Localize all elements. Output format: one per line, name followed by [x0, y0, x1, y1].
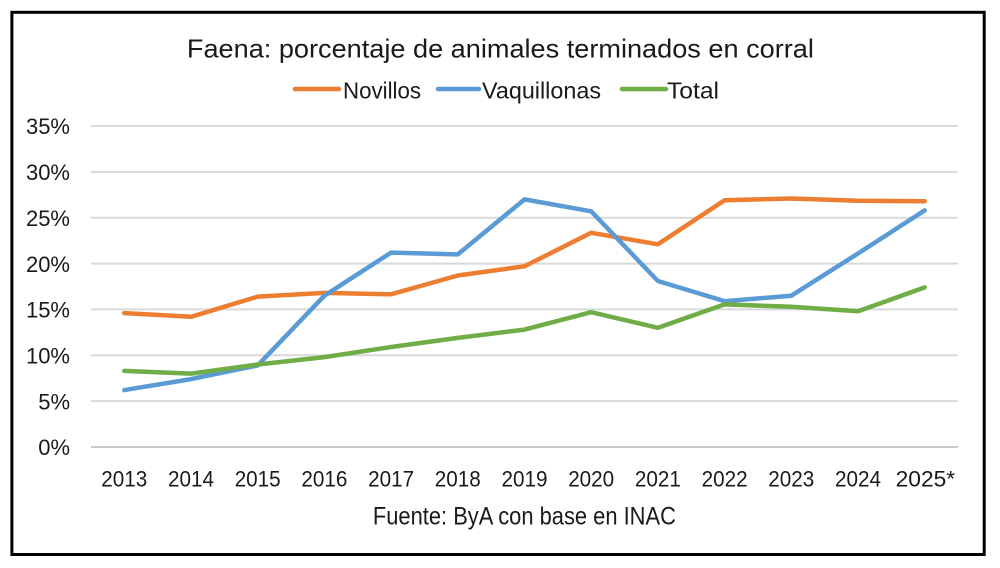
svg-text:10%: 10% [26, 344, 70, 369]
svg-text:2021: 2021 [635, 466, 681, 491]
svg-text:2013: 2013 [101, 466, 147, 491]
svg-text:2018: 2018 [435, 466, 481, 491]
svg-text:2017: 2017 [368, 466, 414, 491]
svg-text:2016: 2016 [301, 466, 347, 491]
svg-text:Novillos: Novillos [343, 78, 421, 104]
svg-text:25%: 25% [26, 206, 70, 231]
svg-text:35%: 35% [26, 114, 70, 139]
svg-text:Total: Total [667, 78, 719, 104]
svg-text:Faena: porcentaje de animales: Faena: porcentaje de animales terminados… [187, 33, 814, 63]
svg-text:15%: 15% [26, 298, 70, 323]
svg-text:30%: 30% [26, 160, 70, 185]
svg-text:2024: 2024 [835, 466, 881, 491]
svg-text:2023: 2023 [768, 466, 814, 491]
svg-text:2014: 2014 [168, 466, 214, 491]
svg-text:2019: 2019 [502, 466, 548, 491]
svg-text:2025*: 2025* [896, 466, 956, 491]
svg-text:5%: 5% [38, 389, 70, 414]
svg-text:2015: 2015 [235, 466, 281, 491]
svg-text:Vaquillonas: Vaquillonas [482, 78, 601, 104]
svg-text:Fuente: ByA con base en INAC: Fuente: ByA con base en INAC [373, 502, 676, 530]
svg-text:0%: 0% [38, 435, 70, 460]
svg-text:2020: 2020 [568, 466, 614, 491]
svg-text:2022: 2022 [702, 466, 748, 491]
svg-text:20%: 20% [26, 252, 70, 277]
